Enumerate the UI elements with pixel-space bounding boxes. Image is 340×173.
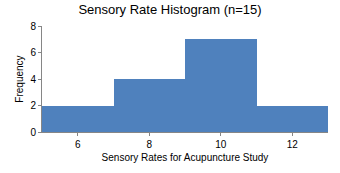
svg-text:6: 6 bbox=[30, 47, 36, 58]
svg-text:Sensory Rates for Acupuncture: Sensory Rates for Acupuncture Study bbox=[102, 152, 269, 163]
svg-text:10: 10 bbox=[215, 139, 227, 150]
svg-text:0: 0 bbox=[30, 127, 36, 138]
svg-text:8: 8 bbox=[146, 139, 152, 150]
svg-text:6: 6 bbox=[75, 139, 81, 150]
svg-text:Sensory Rate Histogram (n=15): Sensory Rate Histogram (n=15) bbox=[78, 2, 261, 17]
svg-text:8: 8 bbox=[30, 21, 36, 32]
svg-text:Frequency: Frequency bbox=[14, 55, 25, 102]
svg-text:12: 12 bbox=[287, 139, 299, 150]
svg-text:4: 4 bbox=[30, 74, 36, 85]
svg-text:2: 2 bbox=[30, 100, 36, 111]
